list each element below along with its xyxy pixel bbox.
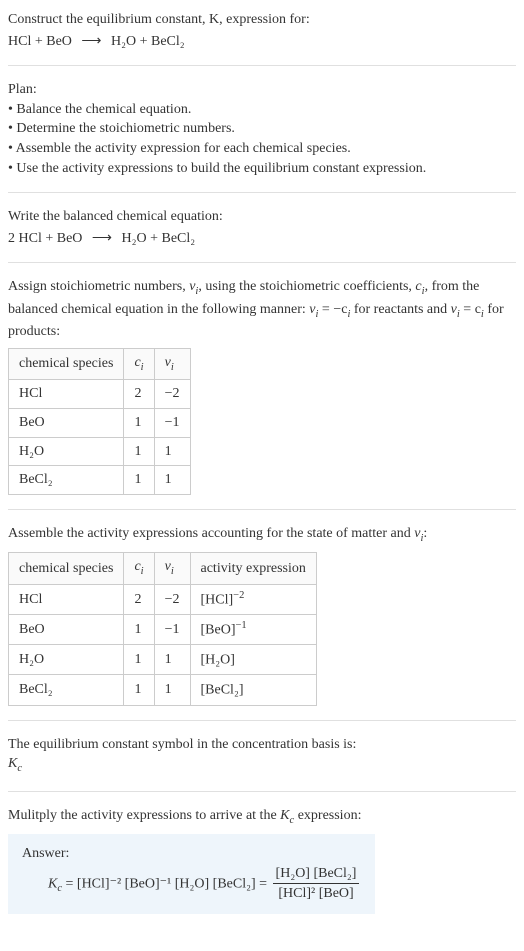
cell-activity: [BeCl₂]: [190, 675, 316, 705]
cell-ci: 2: [124, 584, 154, 614]
table-header-row: chemical species ci νi activity expressi…: [9, 553, 317, 584]
table-row: H₂O11[H₂O]: [9, 645, 317, 675]
cell-nui: 1: [154, 437, 190, 466]
divider: [8, 192, 516, 193]
header-equation: HCl + BeO ⟶ H₂O + BeCl₂: [8, 32, 516, 52]
cell-nui: −1: [154, 408, 190, 437]
col-nui: νi: [154, 348, 190, 379]
col-activity: activity expression: [190, 553, 316, 584]
cell-ci: 1: [124, 466, 154, 495]
arrow-icon: ⟶: [92, 229, 112, 249]
assign-eq: = c: [460, 302, 481, 317]
cell-ci: 1: [124, 408, 154, 437]
table-row: BeO1−1[BeO]−1: [9, 614, 317, 644]
plan-title: Plan:: [8, 80, 516, 100]
cell-ci: 2: [124, 380, 154, 409]
assign-text: Assign stoichiometric numbers,: [8, 279, 189, 294]
assemble-text: Assemble the activity expressions accoun…: [8, 524, 516, 546]
col-species: chemical species: [9, 553, 124, 584]
symbol-kc: Kc: [8, 754, 516, 776]
assign-eq: = −c: [318, 302, 347, 317]
table-row: BeCl₂11: [9, 466, 191, 495]
cell-nui: 1: [154, 645, 190, 675]
fraction-numerator: [H₂O] [BeCl₂]: [273, 864, 360, 885]
cell-species: HCl: [9, 584, 124, 614]
header-block: Construct the equilibrium constant, K, e…: [8, 10, 516, 51]
table-row: HCl2−2: [9, 380, 191, 409]
symbol-block: The equilibrium constant symbol in the c…: [8, 735, 516, 777]
col-ci: ci: [124, 348, 154, 379]
table-row: H₂O11: [9, 437, 191, 466]
balanced-equation: 2 HCl + BeO ⟶ H₂O + BeCl₂: [8, 229, 516, 249]
fraction: [H₂O] [BeCl₂][HCl]² [BeO]: [273, 864, 360, 904]
table-row: BeCl₂11[BeCl₂]: [9, 675, 317, 705]
cell-species: BeO: [9, 614, 124, 644]
assemble-block: Assemble the activity expressions accoun…: [8, 524, 516, 706]
cell-ci: 1: [124, 614, 154, 644]
balanced-lhs: 2 HCl + BeO: [8, 231, 82, 246]
balanced-rhs: H₂O + BeCl₂: [121, 231, 195, 246]
col-species: chemical species: [9, 348, 124, 379]
cell-ci: 1: [124, 437, 154, 466]
answer-box: Answer: Kc = [HCl]⁻² [BeO]⁻¹ [H₂O] [BeCl…: [8, 834, 375, 914]
plan-item: • Assemble the activity expression for e…: [8, 139, 516, 159]
plan-item: • Use the activity expressions to build …: [8, 159, 516, 179]
cell-species: HCl: [9, 380, 124, 409]
cell-species: H₂O: [9, 437, 124, 466]
activity-table: chemical species ci νi activity expressi…: [8, 552, 317, 705]
header-eq-lhs: HCl + BeO: [8, 34, 72, 49]
table-row: BeO1−1: [9, 408, 191, 437]
cell-species: H₂O: [9, 645, 124, 675]
cell-ci: 1: [124, 675, 154, 705]
cell-species: BeO: [9, 408, 124, 437]
header-line1: Construct the equilibrium constant, K, e…: [8, 10, 516, 30]
cell-nui: −1: [154, 614, 190, 644]
fraction-denominator: [HCl]² [BeO]: [273, 884, 360, 904]
plan-item: • Balance the chemical equation.: [8, 100, 516, 120]
cell-nui: −2: [154, 584, 190, 614]
answer-label: Answer:: [22, 844, 361, 864]
cell-species: BeCl₂: [9, 466, 124, 495]
cell-activity: [H₂O]: [190, 645, 316, 675]
cell-nui: 1: [154, 675, 190, 705]
cell-activity: [HCl]−2: [190, 584, 316, 614]
stoich-table: chemical species ci νi HCl2−2 BeO1−1 H₂O…: [8, 348, 191, 495]
cell-nui: −2: [154, 380, 190, 409]
assign-text: , using the stoichiometric coefficients,: [198, 279, 415, 294]
balanced-block: Write the balanced chemical equation: 2 …: [8, 207, 516, 248]
table-header-row: chemical species ci νi: [9, 348, 191, 379]
arrow-icon: ⟶: [81, 32, 101, 52]
divider: [8, 791, 516, 792]
divider: [8, 262, 516, 263]
balanced-title: Write the balanced chemical equation:: [8, 207, 516, 227]
cell-nui: 1: [154, 466, 190, 495]
cell-activity: [BeO]−1: [190, 614, 316, 644]
cell-species: BeCl₂: [9, 675, 124, 705]
plan-block: Plan: • Balance the chemical equation. •…: [8, 80, 516, 178]
col-nui: νi: [154, 553, 190, 584]
table-row: HCl2−2[HCl]−2: [9, 584, 317, 614]
plan-item: • Determine the stoichiometric numbers.: [8, 119, 516, 139]
multiply-text-b: expression:: [294, 808, 361, 823]
assign-text: for reactants and: [350, 302, 450, 317]
answer-expression: Kc = [HCl]⁻² [BeO]⁻¹ [H₂O] [BeCl₂] = [H₂…: [22, 864, 361, 904]
divider: [8, 509, 516, 510]
assign-block: Assign stoichiometric numbers, νi , using…: [8, 277, 516, 494]
header-eq-rhs: H₂O + BeCl₂: [111, 34, 185, 49]
divider: [8, 65, 516, 66]
multiply-block: Mulitply the activity expressions to arr…: [8, 806, 516, 914]
K-symbol: K: [280, 808, 289, 823]
col-ci: ci: [124, 553, 154, 584]
symbol-line1: The equilibrium constant symbol in the c…: [8, 735, 516, 755]
multiply-text-a: Mulitply the activity expressions to arr…: [8, 808, 280, 823]
cell-ci: 1: [124, 645, 154, 675]
divider: [8, 720, 516, 721]
